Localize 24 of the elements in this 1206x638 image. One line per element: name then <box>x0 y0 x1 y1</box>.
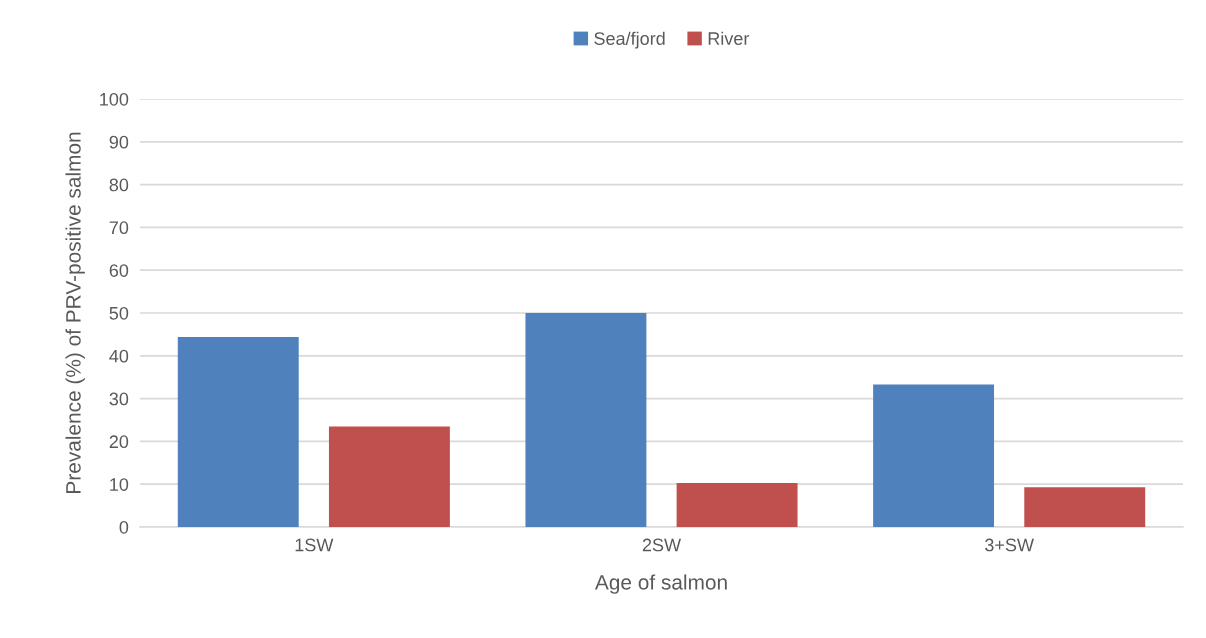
legend-label: River <box>708 31 750 45</box>
y-tick-label: 0 <box>119 520 129 534</box>
legend-label: Sea/fjord <box>594 31 665 49</box>
y-tick-label: 20 <box>109 435 129 449</box>
bar <box>1024 487 1146 527</box>
y-axis-title: Prevalence (%) of PRV-positive salmon <box>65 132 85 493</box>
y-tick-label: 30 <box>109 392 129 406</box>
bar <box>873 384 995 527</box>
y-tick-label: 10 <box>110 478 129 491</box>
x-axis-title: Age of salmon <box>594 574 727 594</box>
y-tick-label: 100 <box>100 92 129 106</box>
y-tick-label: 80 <box>109 178 129 192</box>
y-tick-label: 90 <box>109 135 129 149</box>
bar <box>676 482 798 527</box>
x-tick-label: 1SW <box>295 538 334 552</box>
y-tick-label: 50 <box>109 306 129 320</box>
bar <box>525 313 647 527</box>
y-tick-label: 60 <box>109 264 129 277</box>
x-tick-label: 2SW <box>642 538 681 552</box>
bar <box>177 336 299 527</box>
bar <box>328 426 450 527</box>
x-tick-label: 3+SW <box>985 538 1034 552</box>
y-tick-label: 40 <box>109 349 129 363</box>
y-tick-label: 70 <box>109 221 129 235</box>
